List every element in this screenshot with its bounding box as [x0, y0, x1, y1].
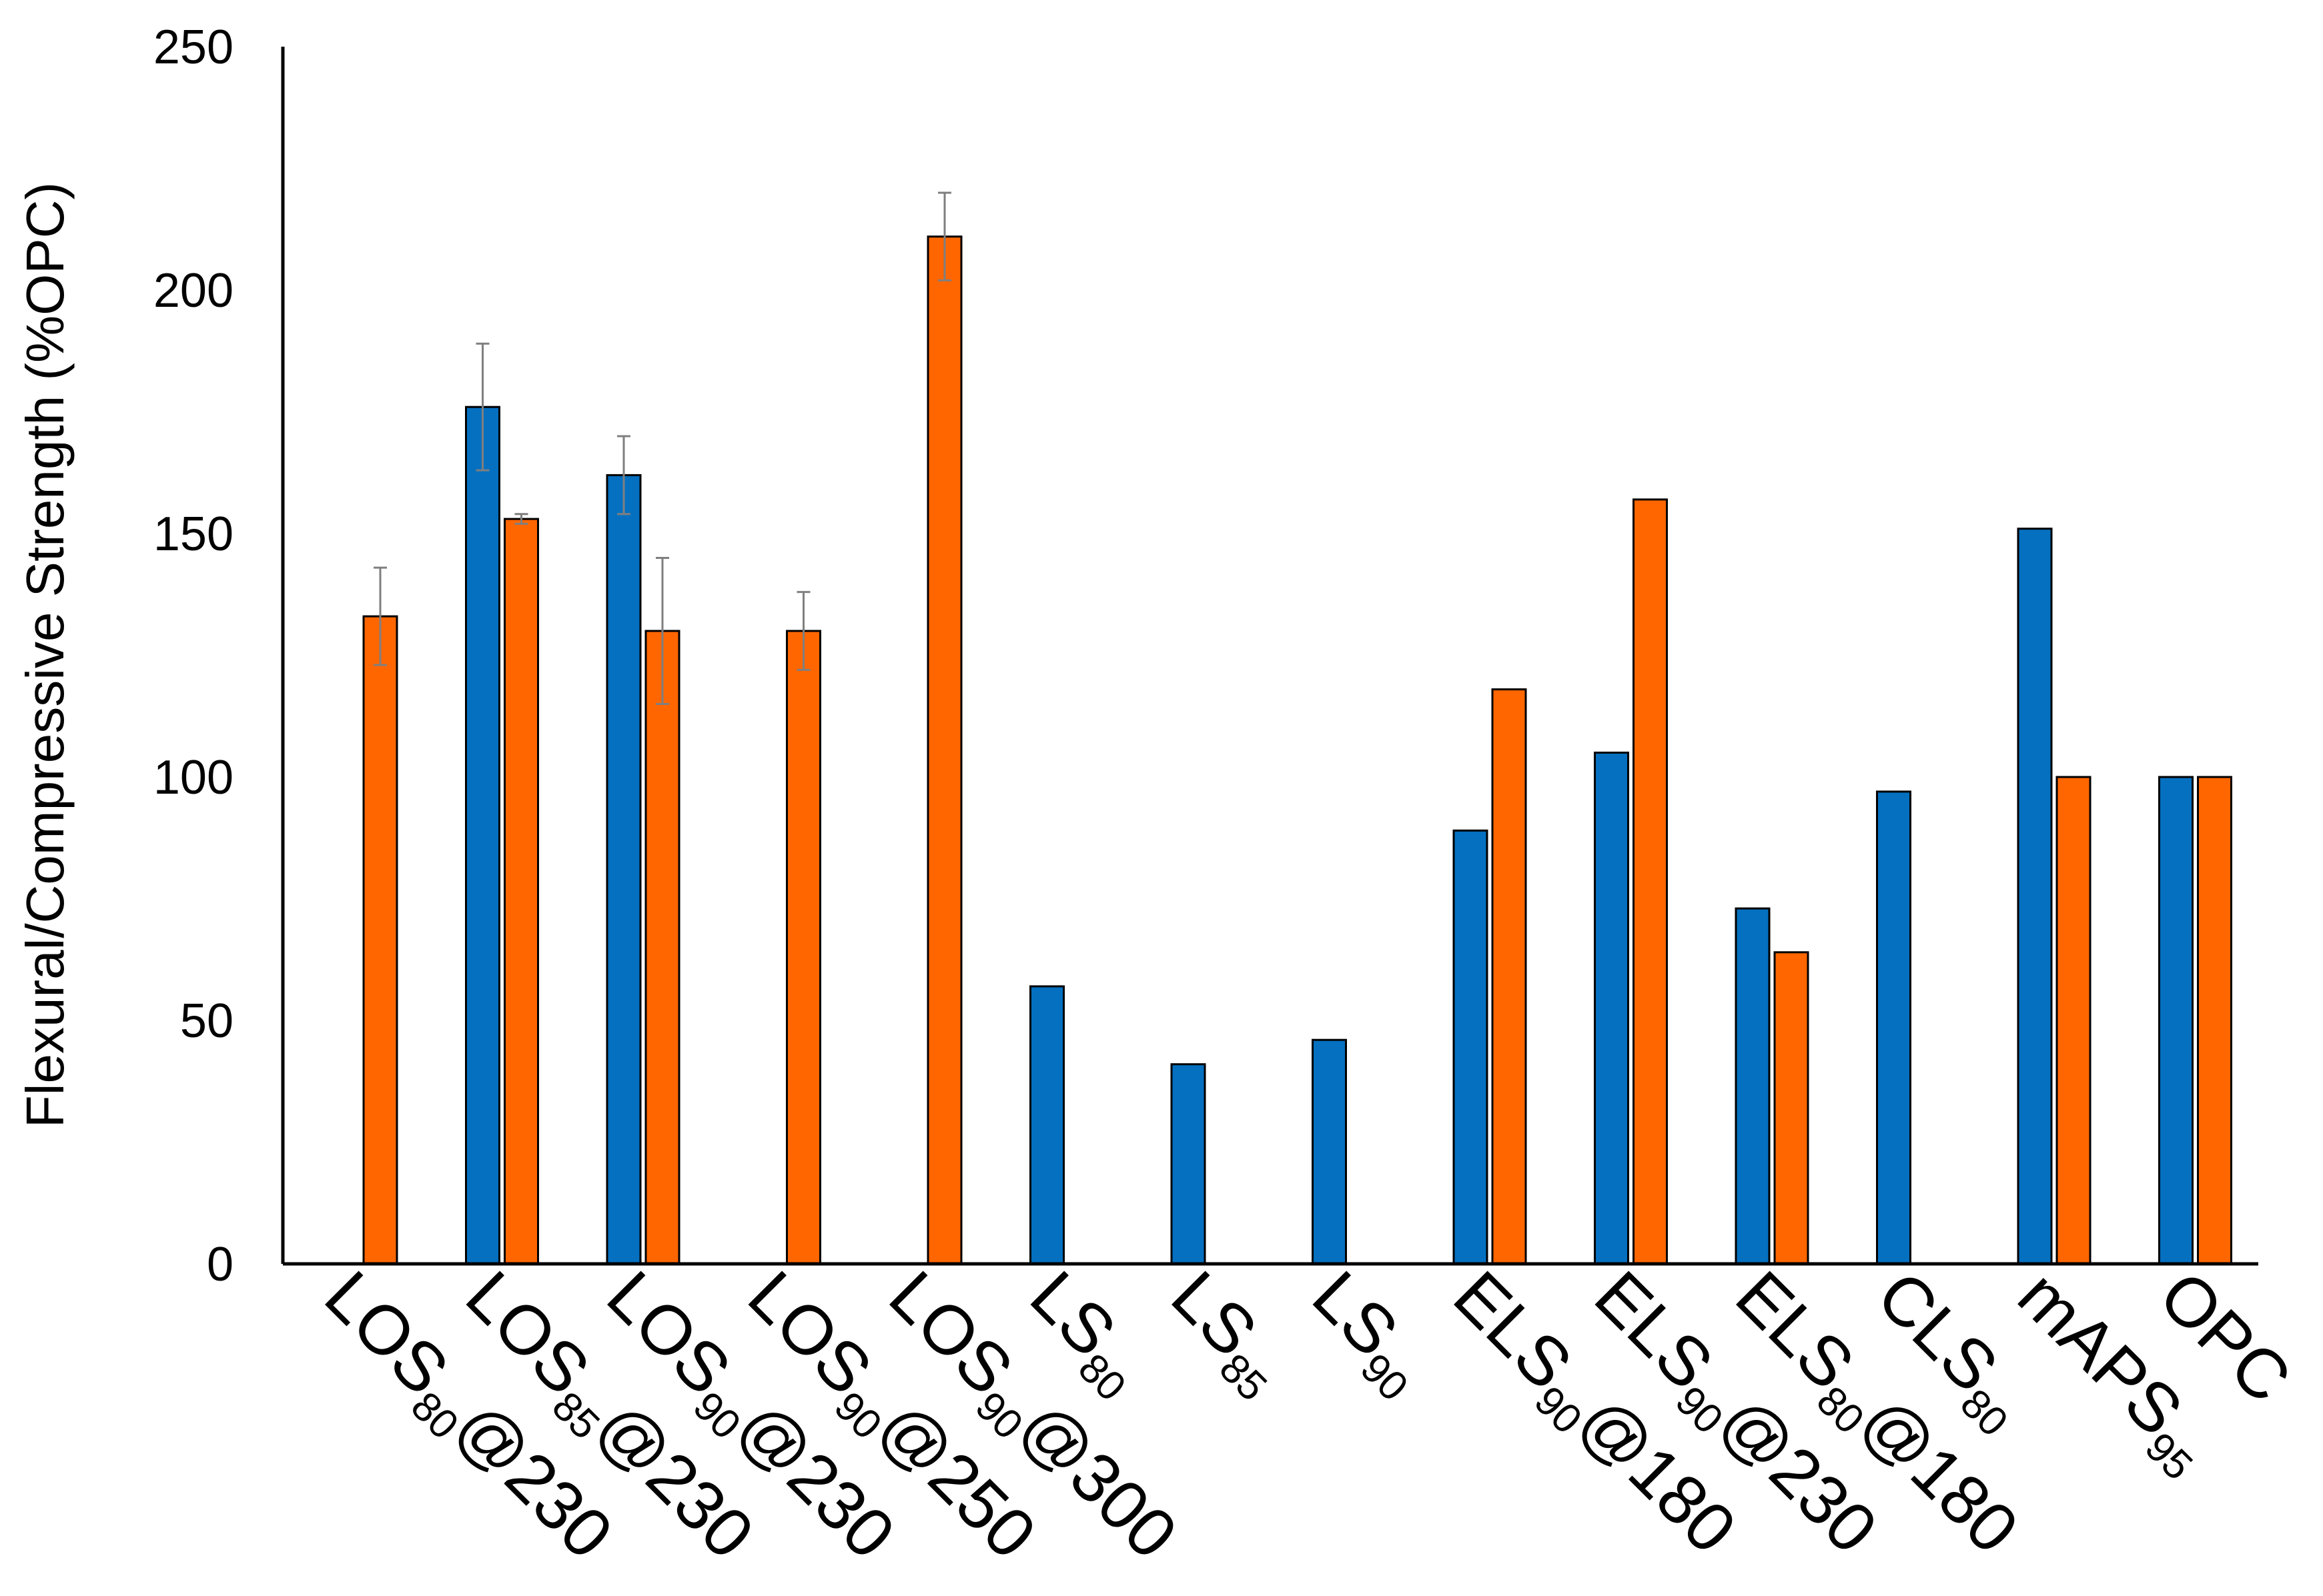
error-bar	[374, 566, 387, 666]
y-tick-labels: 0 50 100 150 200 250	[153, 21, 234, 1291]
y-tick-label: 50	[180, 994, 234, 1048]
bar-blue	[2158, 776, 2194, 1265]
error-bar	[476, 342, 490, 472]
y-tick-label: 150	[153, 508, 234, 561]
bar-blue	[1029, 985, 1065, 1265]
y-tick-label: 200	[153, 264, 234, 317]
y-tick-label: 100	[153, 751, 234, 804]
x-tick-labels: LOS80@230LOS85@230LOS90@230LOS90@250LOS9…	[310, 1257, 2306, 1573]
bar-blue	[1170, 1063, 1206, 1265]
bar-orange	[644, 630, 680, 1265]
category-label: LS80	[1009, 1257, 1163, 1410]
bar-orange	[504, 518, 539, 1265]
error-bar	[617, 435, 630, 516]
bar-blue	[606, 474, 642, 1265]
bar-orange	[927, 235, 963, 1265]
bar-blue	[1452, 829, 1488, 1265]
error-bar	[938, 191, 951, 281]
bar-orange	[2055, 776, 2092, 1265]
bars-layer	[362, 235, 2232, 1265]
error-bar	[656, 557, 669, 705]
bar-blue	[465, 406, 500, 1265]
bar-blue	[1735, 907, 1771, 1265]
bar-orange	[1633, 498, 1668, 1265]
bar-orange	[362, 615, 398, 1265]
bar-orange	[786, 630, 821, 1265]
y-axis-title: Flexural/Compressive Strength (%OPC)	[15, 182, 75, 1128]
category-label: LS85	[1151, 1257, 1304, 1410]
bar-orange	[2197, 776, 2232, 1265]
bar-orange	[1491, 688, 1527, 1265]
category-label: LS90	[1292, 1257, 1445, 1410]
error-bars-layer	[374, 191, 951, 705]
error-bar	[514, 513, 528, 525]
bar-blue	[1312, 1038, 1347, 1265]
bar-orange	[1773, 951, 1809, 1265]
y-tick-label: 0	[207, 1238, 234, 1291]
y-tick-label: 250	[153, 21, 234, 74]
bar-blue	[1876, 790, 1911, 1265]
bar-blue	[1594, 752, 1629, 1265]
error-bar	[797, 591, 811, 671]
bar-blue	[2017, 528, 2053, 1265]
